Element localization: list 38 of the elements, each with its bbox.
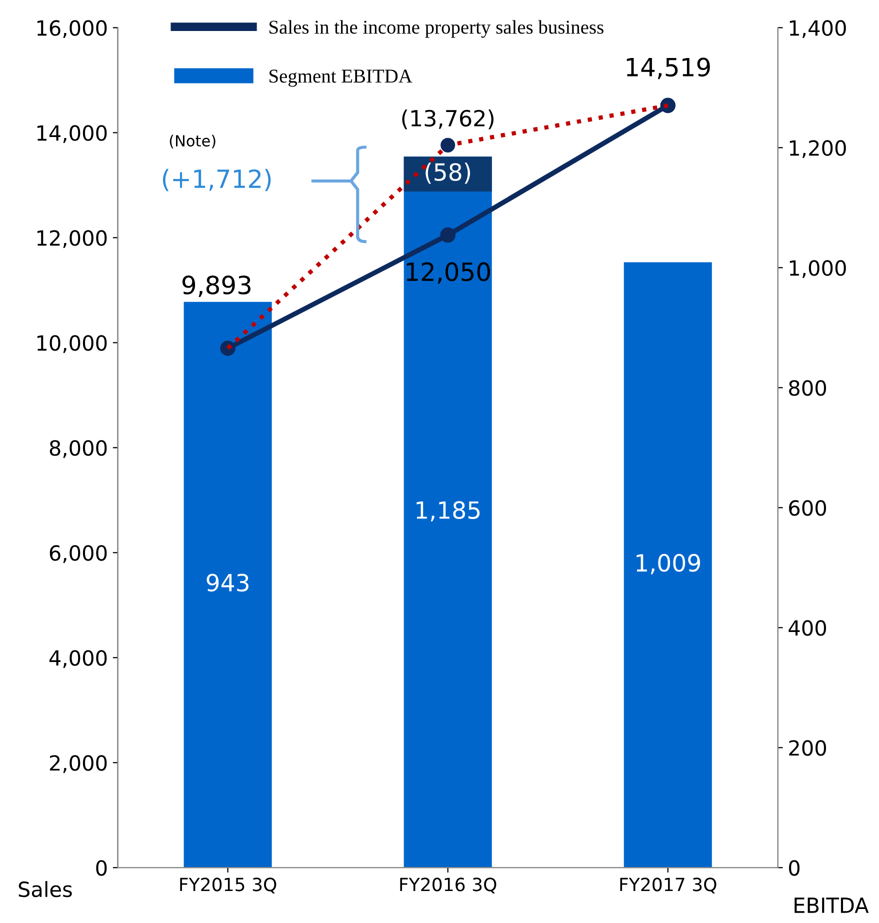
y-tick-label: 0	[96, 860, 107, 876]
data-label: 12,050	[406, 262, 490, 284]
y2-axis-title: EBITDA	[794, 898, 869, 913]
y2-tick-label: 200	[789, 740, 826, 756]
bar	[184, 302, 272, 868]
y2-tick-label: 800	[789, 380, 826, 396]
y-tick-label: 6,000	[50, 545, 107, 563]
x-tick-label: FY2016 3Q	[400, 878, 496, 894]
annotation: (+1,712)	[162, 168, 271, 192]
y-tick-label: 16,000	[37, 20, 107, 38]
y-tick-label: 14,000	[37, 125, 107, 144]
y2-tick-label: 0	[789, 860, 800, 876]
y2-tick-label: 1,000	[790, 260, 846, 278]
data-label: 14,519	[626, 58, 710, 80]
y-tick-label: 10,000	[37, 335, 107, 353]
x-tick-label: FY2017 3Q	[620, 878, 716, 894]
point	[440, 227, 456, 243]
legend-label: Segment EBITDA	[270, 70, 412, 87]
y2-tick-label: 400	[788, 620, 826, 636]
bar	[404, 156, 492, 192]
y2-tick-label: 1,400	[790, 20, 846, 38]
y-tick-label: 8,000	[50, 440, 107, 458]
data-label: 9,893	[182, 276, 250, 297]
y-tick-label: 4,000	[49, 650, 107, 668]
legend-label: Sales in the income property sales business	[270, 20, 604, 38]
x-tick-label: FY2015 3Q	[180, 878, 276, 894]
data-label: 1,009	[636, 554, 700, 574]
y-axis-title: Sales	[18, 881, 72, 898]
data-label: (13,762)	[402, 109, 494, 130]
y-tick-label: 2,000	[50, 755, 107, 773]
data-label: 1,185	[416, 501, 480, 522]
annotation: (Note)	[170, 134, 216, 148]
y2-tick-label: 1,200	[790, 140, 846, 158]
data-label: 943	[206, 574, 248, 592]
bar	[624, 262, 712, 868]
data-label: (58)	[426, 162, 470, 184]
y2-tick-label: 600	[789, 500, 826, 516]
y-tick-label: 12,000	[37, 230, 107, 248]
